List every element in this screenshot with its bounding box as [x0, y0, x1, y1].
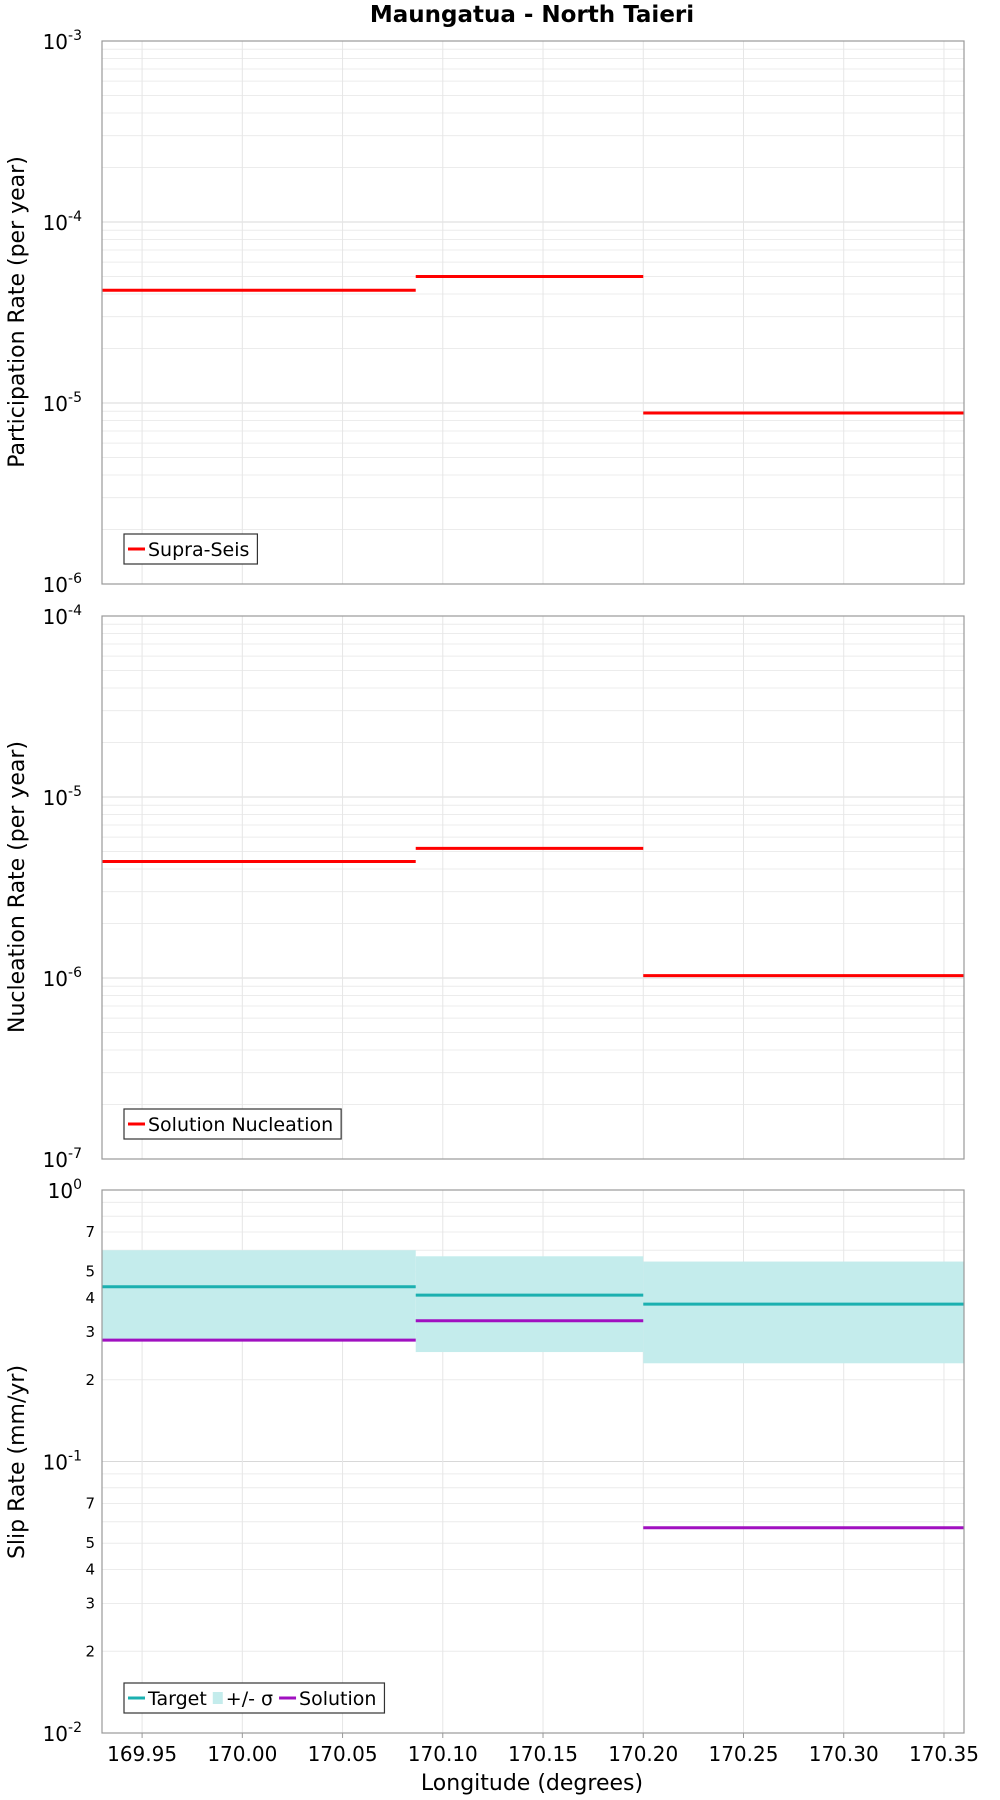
legend-box	[123, 1682, 386, 1714]
legend: Supra-Seis	[123, 533, 259, 565]
x-axis-label: Longitude (degrees)	[421, 1771, 643, 1796]
x-tick-label: 170.25	[708, 1742, 778, 1766]
plot-frame	[101, 1189, 965, 1734]
y-tick-label: 10-2	[43, 1720, 82, 1746]
y-minor-tick-label: 5	[85, 1263, 95, 1281]
y-tick-label: 10-5	[43, 390, 82, 416]
y-tick-label: 10-4	[43, 209, 83, 235]
y-minor-tick-label: 2	[85, 1642, 95, 1660]
nucleation-rate-panel: 10-7 10-6 10-5 10-4 Solution Nucleation	[43, 603, 965, 1172]
legend-label: Target	[147, 1688, 207, 1710]
x-tick-label: 169.95	[107, 1742, 177, 1766]
sigma-band	[643, 1261, 964, 1364]
y-minor-tick-label: 4	[85, 1561, 95, 1579]
nucleation-rate-ylabel: Nucleation Rate (per year)	[5, 741, 30, 1033]
legend: Solution Nucleation	[123, 1108, 342, 1140]
y-minor-tick-label: 3	[85, 1594, 95, 1612]
participation-rate-panel: 10-6 10-5 10-4 10-3 Supra-Seis	[43, 28, 965, 597]
y-minor-tick-label: 7	[85, 1223, 95, 1241]
legend-label: Solution	[299, 1688, 376, 1710]
x-tick-label: 170.30	[809, 1742, 879, 1766]
y-minor-tick-label: 4	[85, 1289, 95, 1307]
x-tick-label: 170.20	[608, 1742, 678, 1766]
y-tick-label: 10-5	[43, 784, 82, 810]
y-tick-label: 10-7	[43, 1146, 82, 1172]
chart-title: Maungatua - North Taieri	[370, 2, 694, 28]
legend-box	[123, 533, 259, 565]
y-minor-tick-label: 2	[85, 1371, 95, 1389]
y-tick-label: 100	[48, 1177, 82, 1203]
y-tick-label: 10-4	[43, 603, 83, 629]
legend: Target +/- σ Solution	[123, 1682, 386, 1714]
x-tick-label: 170.15	[508, 1742, 578, 1766]
y-tick-label: 10-1	[43, 1449, 82, 1475]
y-minor-tick-label: 5	[85, 1534, 95, 1552]
legend-label: +/- σ	[226, 1688, 273, 1710]
x-tick-label: 170.10	[408, 1742, 478, 1766]
slip-rate-panel: 10-2 10-1 100 2 3 4 5 7 2 3 4 5 7 169.95 170.00 170.05 1…	[43, 1177, 979, 1766]
legend-label: Solution Nucleation	[148, 1114, 333, 1136]
plot-frame	[101, 40, 965, 585]
x-tick-label: 170.05	[308, 1742, 378, 1766]
y-minor-tick-label: 3	[85, 1323, 95, 1341]
legend-swatch	[212, 1692, 223, 1704]
plot-frame	[101, 615, 965, 1160]
y-tick-label: 10-3	[43, 28, 82, 54]
participation-rate-ylabel: Participation Rate (per year)	[5, 156, 30, 468]
x-tick-label: 170.00	[207, 1742, 277, 1766]
legend-label: Supra-Seis	[148, 539, 249, 561]
legend-box	[123, 1108, 342, 1140]
y-tick-label: 10-6	[43, 571, 83, 597]
x-tick-label: 170.35	[909, 1742, 979, 1766]
y-tick-label: 10-6	[43, 965, 83, 991]
slip-rate-ylabel: Slip Rate (mm/yr)	[5, 1365, 30, 1559]
sigma-band	[102, 1250, 416, 1341]
sigma-band	[415, 1256, 644, 1353]
y-minor-tick-label: 7	[85, 1495, 95, 1513]
